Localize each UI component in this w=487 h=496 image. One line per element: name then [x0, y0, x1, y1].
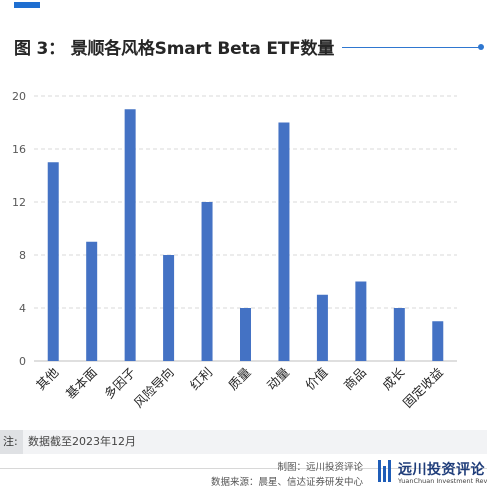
chart-title: 图 3： 景顺各风格Smart Beta ETF数量	[14, 38, 335, 59]
x-tick-label: 商品	[341, 365, 369, 393]
x-tick-label: 质量	[225, 365, 253, 393]
title-rule	[342, 43, 484, 50]
y-tick-label: 4	[19, 302, 26, 315]
data-source-credit: 数据来源：晨星、信达证券研发中心	[210, 477, 363, 488]
note-text: 数据截至2023年12月	[28, 435, 136, 448]
x-tick-label: 价值	[302, 365, 330, 393]
bar-10	[432, 321, 444, 361]
y-tick-label: 8	[19, 249, 26, 262]
bar-5	[240, 308, 251, 361]
note-bar: 注: 数据截至2023年12月	[0, 430, 487, 454]
x-tick-label: 成长	[379, 364, 408, 393]
x-tick-label: 风险导向	[131, 365, 177, 411]
x-tick-label: 红利	[187, 365, 215, 393]
bar-2	[124, 109, 136, 361]
x-tick-label: 多因子	[101, 365, 138, 402]
x-tick-label: 动量	[264, 365, 292, 393]
bar-8	[355, 281, 367, 361]
brand-logo: 远川投资评论 YuanChuan Investment Review	[378, 456, 487, 490]
bars	[47, 109, 444, 361]
logo-bars-icon	[378, 460, 394, 482]
x-tick-label: 基本面	[63, 365, 100, 402]
note-label: 注:	[0, 430, 23, 454]
top-accent-bar	[14, 2, 40, 8]
bar-9	[393, 308, 405, 361]
made-by-credit: 制图：远川投资评论	[277, 462, 363, 473]
x-tick-label: 固定收益	[400, 365, 446, 411]
bar-7	[316, 294, 328, 361]
bar-6	[278, 122, 290, 361]
bar-1	[86, 241, 98, 361]
y-axis-ticks: 0 4 8 12 16 20	[12, 90, 26, 368]
y-tick-label: 16	[12, 143, 26, 156]
x-tick-label: 其他	[33, 364, 62, 393]
y-tick-label: 20	[12, 90, 26, 103]
footer-divider	[0, 468, 487, 469]
bar-3	[163, 255, 175, 361]
title-row: 图 3： 景顺各风格Smart Beta ETF数量	[14, 34, 484, 59]
bar-0	[47, 162, 59, 361]
logo-subtitle: YuanChuan Investment Review	[398, 477, 487, 485]
bar-4	[201, 202, 213, 361]
y-tick-label: 0	[19, 355, 26, 368]
logo-name: 远川投资评论	[398, 462, 485, 478]
y-tick-label: 12	[12, 196, 26, 209]
grid-layer	[34, 95, 457, 362]
